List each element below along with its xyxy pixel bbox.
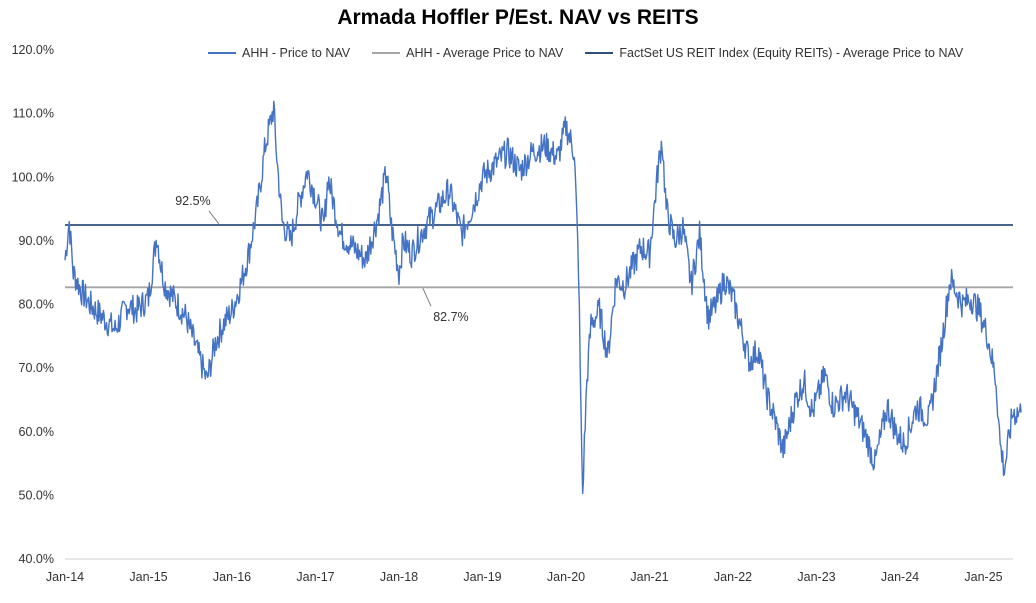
ahh-price-to-nav-line — [64, 100, 1022, 495]
annotation-ahh-average: 82.7% — [433, 310, 468, 324]
x-tick-label: Jan-22 — [714, 570, 752, 584]
x-tick-label: Jan-17 — [296, 570, 334, 584]
y-tick-label: 110.0% — [13, 107, 54, 121]
legend-swatch-ahh-average — [372, 52, 401, 54]
y-tick-label: 90.0% — [19, 234, 54, 248]
y-tick-label: 60.0% — [19, 425, 54, 439]
x-tick-label: Jan-18 — [380, 570, 418, 584]
x-tick-label: Jan-20 — [547, 570, 585, 584]
y-tick-label: 100.0% — [12, 170, 54, 184]
x-tick-label: Jan-16 — [213, 570, 251, 584]
y-tick-label: 70.0% — [19, 361, 54, 375]
y-tick-label: 120.0% — [12, 43, 54, 57]
legend-swatch-reit-average — [585, 52, 614, 54]
annotation-leader-line — [422, 288, 432, 307]
annotation-leader-line — [208, 210, 220, 225]
x-tick-label: Jan-24 — [881, 570, 919, 584]
legend-label-ahh-price: AHH - Price to NAV — [242, 46, 351, 60]
x-tick-label: Jan-15 — [129, 570, 167, 584]
x-tick-label: Jan-21 — [630, 570, 668, 584]
legend-item-ahh-price: AHH - Price to NAV — [208, 46, 350, 60]
x-tick-label: Jan-14 — [46, 570, 84, 584]
chart-title: Armada Hoffler P/Est. NAV vs REITS — [337, 6, 699, 29]
legend-label-reit-average: FactSet US REIT Index (Equity REITs) - A… — [619, 46, 964, 60]
legend-item-ahh-average: AHH - Average Price to NAV — [372, 46, 563, 60]
legend-item-reit-average: FactSet US REIT Index (Equity REITs) - A… — [585, 46, 963, 60]
chart-legend: AHH - Price to NAV AHH - Average Price t… — [208, 46, 985, 60]
y-tick-label: 40.0% — [19, 552, 54, 566]
legend-swatch-ahh-price — [208, 52, 236, 54]
y-tick-label: 50.0% — [19, 488, 54, 502]
annotation-reit-average: 92.5% — [175, 194, 210, 208]
legend-label-ahh-average: AHH - Average Price to NAV — [406, 46, 564, 60]
y-tick-label: 80.0% — [19, 298, 54, 312]
x-tick-label: Jan-23 — [797, 570, 835, 584]
x-tick-label: Jan-19 — [463, 570, 501, 584]
x-tick-label: Jan-25 — [964, 570, 1002, 584]
